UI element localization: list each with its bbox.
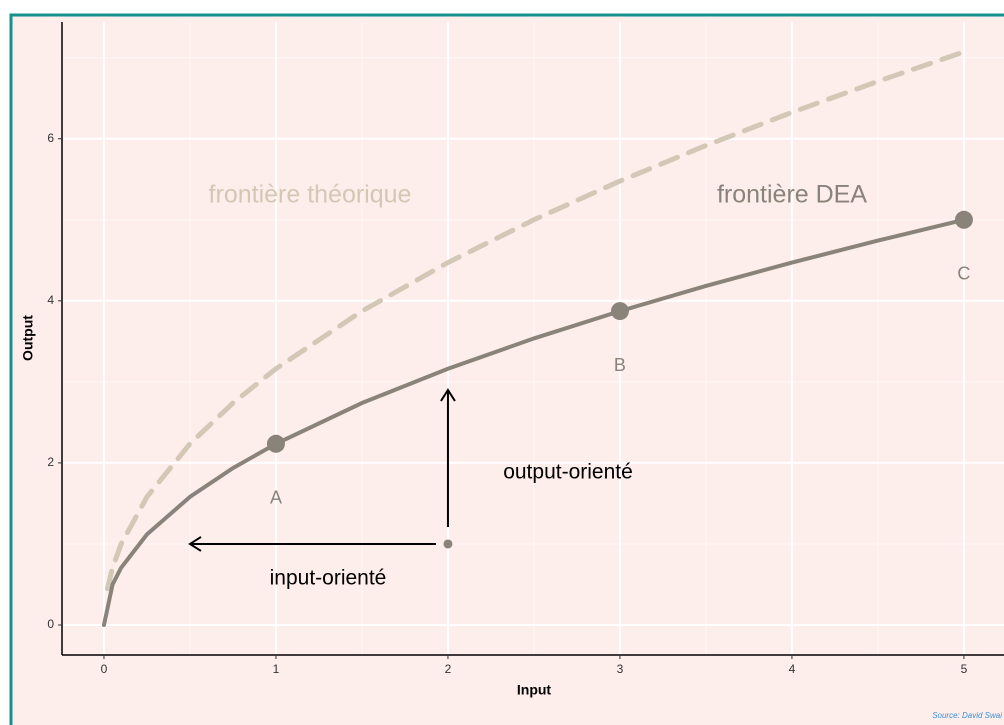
y-tick-label: 2 — [47, 455, 54, 469]
arrow — [440, 388, 456, 527]
line — [101, 217, 966, 628]
point — [954, 210, 973, 229]
y-axis-label: Output — [20, 315, 36, 361]
annotation: frontière théorique — [209, 181, 412, 209]
point — [610, 302, 629, 321]
x-tick-label: 0 — [101, 662, 108, 676]
point-label: B — [614, 355, 626, 375]
line — [104, 49, 967, 592]
y-tick-label: 4 — [47, 293, 54, 307]
x-tick-label: 1 — [273, 662, 280, 676]
point — [266, 434, 285, 453]
y-tick-label: 0 — [47, 617, 54, 631]
annotation: frontière DEA — [717, 181, 867, 209]
annotation: input-orienté — [270, 567, 387, 590]
panel — [9, 13, 1004, 725]
arrow — [188, 536, 436, 552]
x-tick-label: 5 — [961, 662, 968, 676]
annotation: output-orienté — [503, 461, 633, 484]
x-tick-label: 2 — [445, 662, 452, 676]
y-tick-label: 6 — [47, 131, 54, 145]
point-label: C — [957, 264, 970, 284]
source: Source: David Swai — [932, 711, 1002, 720]
point-label: A — [270, 488, 282, 508]
x-tick-label: 3 — [617, 662, 624, 676]
unit-point — [443, 539, 453, 549]
x-axis-label: Input — [517, 682, 552, 698]
x-tick-label: 4 — [789, 662, 796, 676]
